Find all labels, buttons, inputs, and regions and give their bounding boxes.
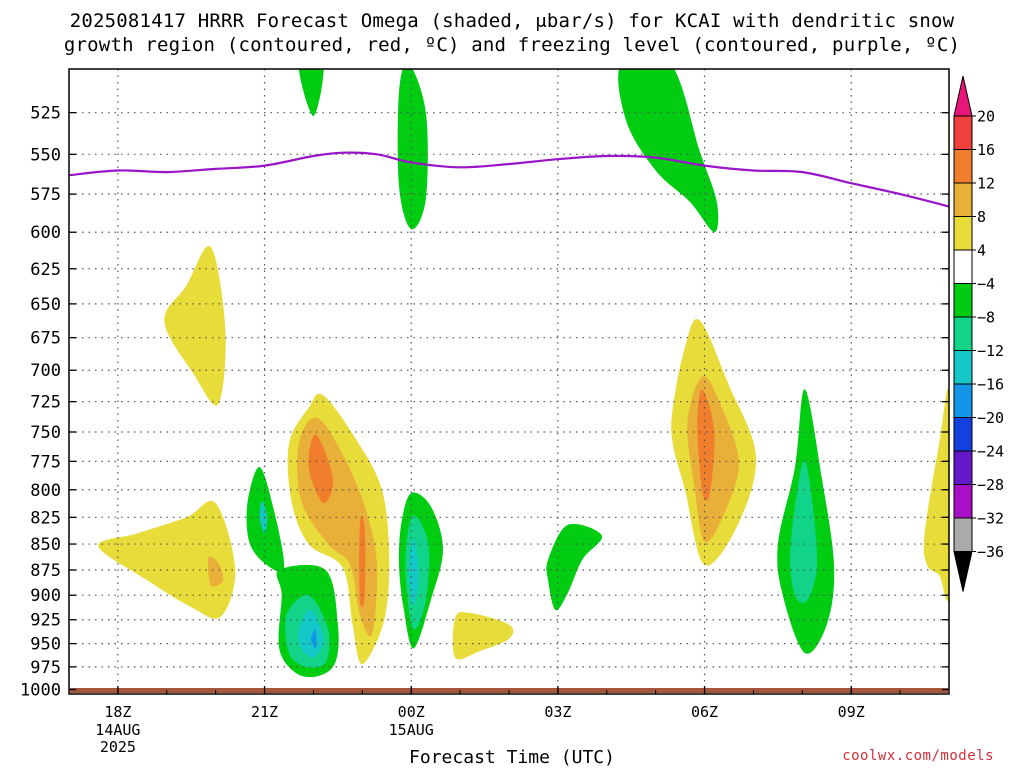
y-tick-label-750: 750 bbox=[30, 423, 61, 443]
y-tick-label-875: 875 bbox=[30, 561, 61, 581]
y-tick-label-550: 550 bbox=[30, 145, 61, 165]
omega-region-0 bbox=[164, 245, 226, 406]
chart-title-line1: 2025081417 HRRR Forecast Omega (shaded, … bbox=[69, 10, 955, 32]
omega-shading bbox=[98, 69, 949, 678]
x-axis-label: Forecast Time (UTC) bbox=[409, 747, 615, 768]
x-tick-sublabel-15AUG: 15AUG bbox=[389, 721, 434, 739]
colorbar-label-10: −24 bbox=[977, 443, 1004, 461]
freezing-level-line bbox=[69, 151, 949, 208]
colorbar-label-11: −28 bbox=[977, 476, 1004, 494]
omega-region-12 bbox=[311, 629, 317, 649]
credit-link[interactable]: coolwx.com/models bbox=[842, 748, 994, 764]
y-tick-label-625: 625 bbox=[30, 260, 61, 280]
colorbar: 20 16 12 8 4 −4 −8 −12 −16 −20 −24 −28 −32 −36 bbox=[953, 75, 1004, 592]
omega-region-26 bbox=[923, 388, 949, 601]
y-tick-label-575: 575 bbox=[30, 185, 61, 205]
grid-lines bbox=[69, 69, 949, 694]
y-tick-label-700: 700 bbox=[30, 361, 61, 381]
omega-region-25 bbox=[790, 461, 818, 603]
x-tick-label-00Z: 00Z bbox=[398, 703, 425, 721]
colorbar-swatch-1 bbox=[953, 115, 973, 150]
omega-region-8 bbox=[359, 515, 366, 608]
colorbar-top-arrow bbox=[953, 75, 973, 117]
colorbar-label-5: −4 bbox=[977, 275, 995, 293]
colorbar-label-3: 8 bbox=[977, 208, 986, 226]
y-tick-label-850: 850 bbox=[30, 535, 61, 555]
y-tick-label-900: 900 bbox=[30, 586, 61, 606]
colorbar-swatch-3 bbox=[953, 182, 973, 217]
y-tick-label-825: 825 bbox=[30, 508, 61, 528]
y-tick-label-975: 975 bbox=[30, 658, 61, 678]
colorbar-label-6: −8 bbox=[977, 309, 995, 327]
y-tick-label-525: 525 bbox=[30, 104, 61, 124]
colorbar-label-9: −20 bbox=[977, 409, 1004, 427]
colorbar-label-8: −16 bbox=[977, 376, 1004, 394]
colorbar-swatch-12 bbox=[953, 484, 973, 519]
colorbar-label-12: −32 bbox=[977, 510, 1004, 528]
omega-region-17 bbox=[298, 69, 324, 117]
omega-region-2 bbox=[207, 556, 224, 587]
omega-region-16 bbox=[397, 69, 428, 230]
x-tick-label-06Z: 06Z bbox=[691, 703, 718, 721]
colorbar-swatch-5 bbox=[953, 249, 973, 284]
omega-region-15 bbox=[408, 538, 419, 606]
colorbar-swatch-6 bbox=[953, 283, 973, 318]
colorbar-swatch-13 bbox=[953, 517, 973, 552]
x-tick-sublabel-14AUG: 14AUG bbox=[95, 721, 140, 739]
y-axis: 525 550 575 600 625 650 675 700 725 750 775 800 825 8… bbox=[20, 104, 949, 701]
colorbar-swatch-2 bbox=[953, 149, 973, 184]
colorbar-swatch-8 bbox=[953, 350, 973, 385]
omega-region-11 bbox=[298, 609, 324, 658]
y-tick-label-925: 925 bbox=[30, 611, 61, 631]
x-tick-label-21Z: 21Z bbox=[251, 703, 278, 721]
y-tick-label-650: 650 bbox=[30, 295, 61, 315]
x-tick-label-18Z: 18Z bbox=[104, 703, 131, 721]
omega-region-20 bbox=[546, 523, 603, 611]
omega-region-19 bbox=[452, 612, 514, 660]
y-tick-label-600: 600 bbox=[30, 223, 61, 243]
colorbar-swatch-4 bbox=[953, 216, 973, 251]
colorbar-label-2: 12 bbox=[977, 175, 995, 193]
omega-region-1 bbox=[98, 500, 236, 619]
colorbar-label-0: 20 bbox=[977, 108, 995, 126]
colorbar-label-4: 4 bbox=[977, 242, 986, 260]
omega-region-23 bbox=[697, 389, 715, 501]
omega-region-18 bbox=[618, 69, 719, 233]
freezing-level-contour bbox=[69, 151, 949, 208]
omega-region-7 bbox=[308, 434, 334, 504]
omega-region-4 bbox=[259, 500, 268, 534]
colorbar-swatch-7 bbox=[953, 316, 973, 351]
x-tick-sublabel-2025: 2025 bbox=[100, 738, 136, 756]
colorbar-bottom-arrow bbox=[953, 551, 973, 592]
y-tick-label-950: 950 bbox=[30, 635, 61, 655]
colorbar-swatch-9 bbox=[953, 383, 973, 418]
y-tick-label-775: 775 bbox=[30, 452, 61, 472]
chart-title-line2: growth region (contoured, red, ºC) and f… bbox=[63, 34, 961, 56]
colorbar-swatch-11 bbox=[953, 450, 973, 485]
colorbar-label-13: −36 bbox=[977, 543, 1004, 561]
colorbar-label-1: 16 bbox=[977, 141, 995, 159]
y-tick-label-1000: 1000 bbox=[20, 681, 61, 701]
x-tick-label-03Z: 03Z bbox=[544, 703, 571, 721]
y-tick-label-675: 675 bbox=[30, 329, 61, 349]
colorbar-swatch-10 bbox=[953, 417, 973, 452]
x-tick-label-09Z: 09Z bbox=[838, 703, 865, 721]
y-tick-label-725: 725 bbox=[30, 393, 61, 413]
colorbar-label-7: −12 bbox=[977, 342, 1004, 360]
y-tick-label-800: 800 bbox=[30, 481, 61, 501]
